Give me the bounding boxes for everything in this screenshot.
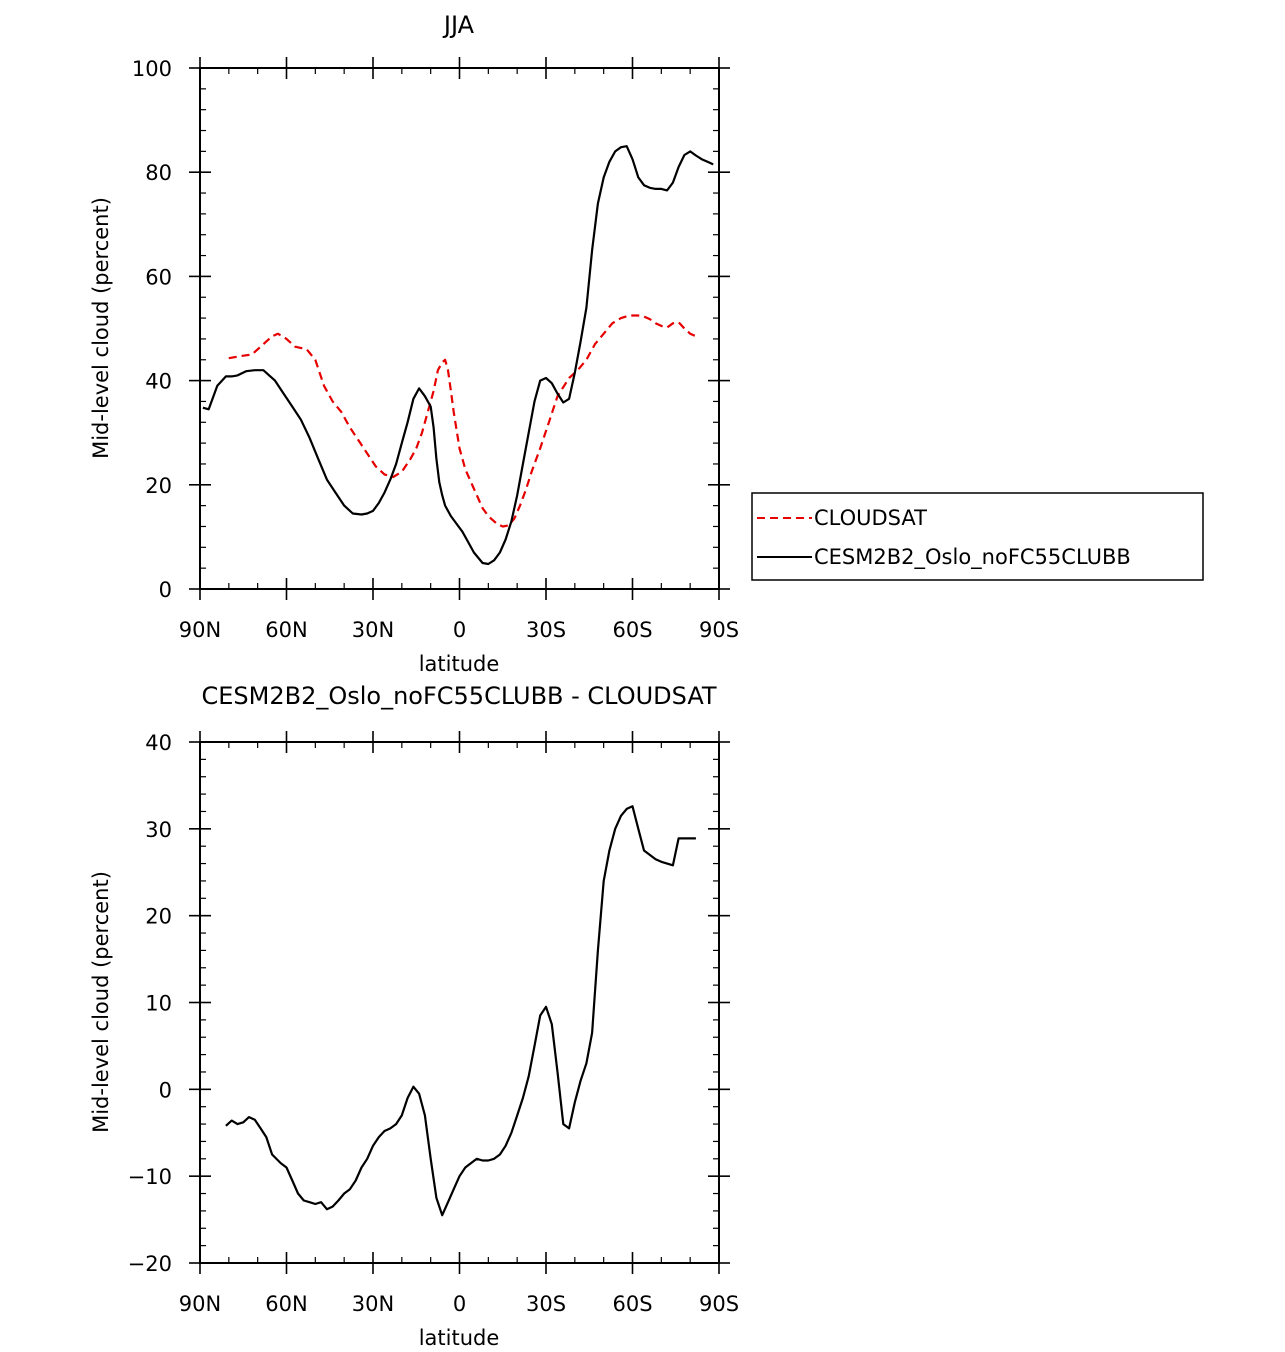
bottom-y-tick-label: 10 [145,992,172,1016]
top-series-line-cesm2b2-oslo-nofc55clubb [202,145,714,566]
bottom-x-tick-label: 90S [699,1292,739,1316]
legend-label-cesm: CESM2B2_Oslo_noFC55CLUBB [814,545,1131,570]
top-chart-xlabel: latitude [419,652,500,676]
top-x-tick-label: 30S [526,618,566,642]
bottom-chart-ylabel: Mid-level cloud (percent) [89,871,113,1133]
top-chart-ticks: 90N 60N 30N 0 30S 60S 90S 0 20 40 60 80 100 [132,57,739,642]
top-series-line-cloudsat [228,314,697,528]
bottom-y-tick-label: −10 [128,1165,172,1189]
top-chart-marks [202,145,714,566]
bottom-chart-xlabel: latitude [419,1326,500,1350]
bottom-chart-title: CESM2B2_Oslo_noFC55CLUBB - CLOUDSAT [201,682,716,710]
bottom-x-tick-label: 30S [526,1292,566,1316]
bottom-chart-ticks: 90N 60N 30N 0 30S 60S 90S −20 −10 0 10 20 30 40 [128,731,739,1316]
top-x-tick-label: 30N [352,618,394,642]
top-chart-frame [199,67,720,590]
bottom-y-tick-label: −20 [128,1252,172,1276]
legend-box [751,492,1204,581]
top-chart-legend: CLOUDSAT CESM2B2_Oslo_noFC55CLUBB [751,492,1204,581]
top-x-tick-label: 0 [453,618,466,642]
top-chart-panel: JJA 90N 60N 30N 0 30S 60S 90S 0 20 40 60 80 100 lati… [89,11,1204,676]
bottom-series-line-difference [225,805,696,1217]
top-x-tick-label: 60N [265,618,307,642]
bottom-y-tick-label: 30 [145,818,172,842]
bottom-chart-frame [199,741,720,1264]
bottom-chart-panel: CESM2B2_Oslo_noFC55CLUBB - CLOUDSAT 90N 6… [89,682,739,1350]
top-y-tick-label: 40 [145,370,172,394]
top-y-tick-label: 0 [159,578,172,602]
top-x-tick-label: 90N [179,618,221,642]
bottom-chart-marks [225,805,696,1217]
bottom-x-tick-label: 30N [352,1292,394,1316]
top-x-tick-label: 60S [612,618,652,642]
bottom-y-tick-label: 0 [159,1078,172,1102]
top-y-tick-label: 100 [132,57,172,81]
bottom-x-tick-label: 0 [453,1292,466,1316]
legend-label-cloudsat: CLOUDSAT [814,506,927,530]
top-y-tick-label: 80 [145,161,172,185]
bottom-y-tick-label: 20 [145,905,172,929]
bottom-y-tick-label: 40 [145,731,172,755]
bottom-x-tick-label: 90N [179,1292,221,1316]
top-y-tick-label: 60 [145,265,172,289]
top-chart-title: JJA [442,11,475,39]
top-x-tick-label: 90S [699,618,739,642]
bottom-x-tick-label: 60S [612,1292,652,1316]
bottom-x-tick-label: 60N [265,1292,307,1316]
top-y-tick-label: 20 [145,474,172,498]
top-chart-ylabel: Mid-level cloud (percent) [89,197,113,459]
